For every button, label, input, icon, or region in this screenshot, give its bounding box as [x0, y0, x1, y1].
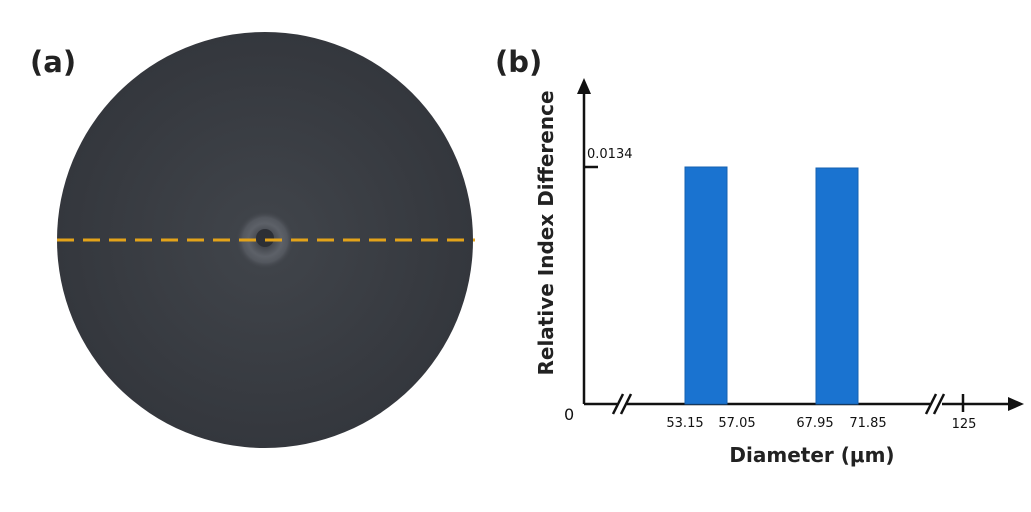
x-axis-title: Diameter (μm) [729, 443, 894, 467]
axis-break-mark-left [611, 393, 633, 415]
panel-a-label: (a) [30, 45, 76, 79]
y-tick-label-0: 0 [564, 405, 574, 424]
panel-a: (a) [30, 32, 475, 448]
x-tick-label-5: 125 [952, 417, 977, 432]
bar-1 [684, 166, 728, 405]
fiber-core-center [256, 229, 274, 247]
x-axis-arrow [1008, 397, 1024, 411]
y-tick-label-max: 0.0134 [587, 147, 633, 162]
bars-group [684, 166, 859, 405]
panel-b-label: (b) [495, 45, 542, 79]
y-axis-title: Relative Index Difference [534, 90, 558, 375]
panel-b: (b) 0 0.0134 53.15 57.05 67.95 71.85 125 [495, 45, 1024, 467]
y-axis-arrow [577, 78, 591, 94]
x-tick-label-1: 53.15 [666, 416, 703, 431]
x-tick-label-4: 71.85 [849, 416, 886, 431]
bar-2 [815, 167, 859, 405]
axis-break-mark-right [924, 393, 946, 415]
x-tick-label-3: 67.95 [796, 416, 833, 431]
x-tick-label-2: 57.05 [718, 416, 755, 431]
